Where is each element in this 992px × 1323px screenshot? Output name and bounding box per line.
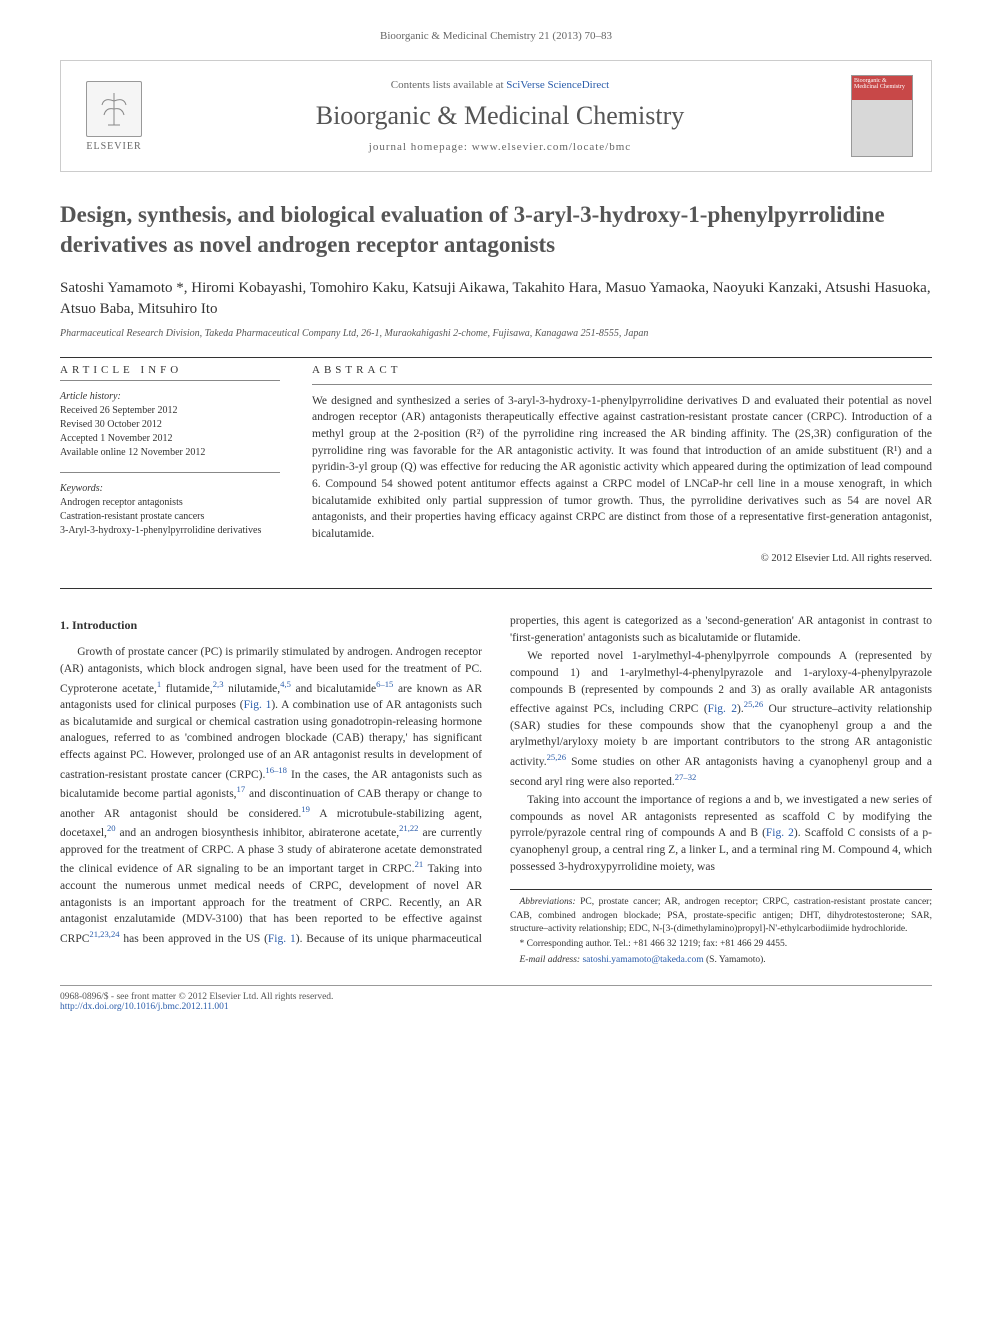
email-footnote: E-mail address: satoshi.yamamoto@takeda.… [510, 954, 932, 967]
homepage-prefix: journal homepage: [369, 141, 472, 153]
section-heading-intro: 1. Introduction [60, 617, 482, 634]
email-link[interactable]: satoshi.yamamoto@takeda.com [582, 955, 703, 965]
journal-homepage: journal homepage: www.elsevier.com/locat… [149, 141, 851, 153]
abstract-heading: ABSTRACT [312, 364, 932, 376]
t: and bicalutamide [291, 682, 376, 694]
fig-link[interactable]: Fig. 1 [268, 933, 296, 945]
ref-link[interactable]: 20 [107, 823, 116, 833]
ref-link[interactable]: 21,23,24 [89, 929, 119, 939]
journal-cover-thumbnail: Bioorganic & Medicinal Chemistry [851, 75, 913, 157]
t: has been approved in the US ( [120, 933, 268, 945]
abstract-copyright: © 2012 Elsevier Ltd. All rights reserved… [312, 553, 932, 564]
keyword-item: Castration-resistant prostate cancers [60, 510, 280, 524]
elsevier-tree-icon [86, 81, 142, 137]
t: nilutamide, [224, 682, 281, 694]
history-item: Available online 12 November 2012 [60, 446, 280, 460]
ref-link[interactable]: 21,22 [399, 823, 418, 833]
article-info-heading: ARTICLE INFO [60, 364, 280, 376]
divider-top [60, 357, 932, 358]
corr-label: * Corresponding author. [520, 939, 612, 949]
history-label: Article history: [60, 391, 280, 402]
ref-link[interactable]: 21 [415, 859, 424, 869]
info-abstract-row: ARTICLE INFO Article history: Received 2… [60, 364, 932, 564]
history-item: Revised 30 October 2012 [60, 418, 280, 432]
ref-link[interactable]: 17 [237, 784, 246, 794]
keywords-label: Keywords: [60, 483, 280, 494]
t: flutamide, [161, 682, 213, 694]
history-item: Accepted 1 November 2012 [60, 432, 280, 446]
abstract-column: ABSTRACT We designed and synthesized a s… [312, 364, 932, 564]
ref-link[interactable]: 19 [301, 804, 310, 814]
citation-line: Bioorganic & Medicinal Chemistry 21 (201… [60, 30, 932, 42]
header-center: Contents lists available at SciVerse Sci… [149, 79, 851, 153]
fig-link[interactable]: Fig. 2 [708, 703, 737, 715]
publisher-name: ELSEVIER [86, 141, 141, 152]
corr-tel: Tel.: +81 466 32 1219; fax: +81 466 29 4… [612, 939, 788, 949]
article-info-column: ARTICLE INFO Article history: Received 2… [60, 364, 280, 564]
abbreviations-footnote: Abbreviations: PC, prostate cancer; AR, … [510, 896, 932, 936]
journal-name: Bioorganic & Medicinal Chemistry [149, 101, 851, 131]
ref-link[interactable]: 4,5 [280, 679, 291, 689]
email-tail: (S. Yamamoto). [704, 955, 766, 965]
body-text: 1. Introduction Growth of prostate cance… [60, 613, 932, 967]
footnotes: Abbreviations: PC, prostate cancer; AR, … [510, 889, 932, 966]
fig-link[interactable]: Fig. 2 [766, 827, 794, 839]
history-item: Received 26 September 2012 [60, 404, 280, 418]
page-footer: 0968-0896/$ - see front matter © 2012 El… [60, 985, 932, 1012]
corresponding-author-footnote: * Corresponding author. Tel.: +81 466 32… [510, 938, 932, 951]
info-divider-1 [60, 380, 280, 381]
article-title: Design, synthesis, and biological evalua… [60, 200, 932, 260]
keyword-item: 3-Aryl-3-hydroxy-1-phenylpyrrolidine der… [60, 524, 280, 538]
authors-line: Satoshi Yamamoto *, Hiromi Kobayashi, To… [60, 278, 932, 320]
abbrev-label: Abbreviations: [520, 897, 576, 907]
ref-link[interactable]: 27–32 [675, 772, 697, 782]
divider-bottom [60, 588, 932, 589]
homepage-url[interactable]: www.elsevier.com/locate/bmc [472, 141, 631, 153]
abstract-divider [312, 384, 932, 385]
contents-prefix: Contents lists available at [391, 79, 506, 91]
keyword-item: Androgen receptor antagonists [60, 496, 280, 510]
publisher-logo: ELSEVIER [79, 76, 149, 156]
ref-link[interactable]: 2,3 [213, 679, 224, 689]
journal-header: ELSEVIER Contents lists available at Sci… [60, 60, 932, 172]
intro-p3: We reported novel 1-arylmethyl-4-phenylp… [510, 648, 932, 790]
fig-link[interactable]: Fig. 1 [244, 699, 272, 711]
doi-link[interactable]: http://dx.doi.org/10.1016/j.bmc.2012.11.… [60, 1002, 333, 1012]
t: Some studies on other AR antagonists hav… [510, 756, 932, 788]
ref-link[interactable]: 6–15 [376, 679, 393, 689]
info-divider-2 [60, 472, 280, 473]
email-label: E-mail address: [520, 955, 583, 965]
t: and an androgen biosynthesis inhibitor, … [116, 827, 400, 839]
footer-copyright: 0968-0896/$ - see front matter © 2012 El… [60, 992, 333, 1002]
contents-available-line: Contents lists available at SciVerse Sci… [149, 79, 851, 91]
ref-link[interactable]: 25,26 [744, 699, 763, 709]
abstract-text: We designed and synthesized a series of … [312, 393, 932, 543]
t: ). [737, 703, 744, 715]
ref-link[interactable]: 16–18 [265, 765, 287, 775]
intro-p4: Taking into account the importance of re… [510, 792, 932, 875]
ref-link[interactable]: 25,26 [547, 752, 566, 762]
footer-left: 0968-0896/$ - see front matter © 2012 El… [60, 992, 333, 1012]
sciencedirect-link[interactable]: SciVerse ScienceDirect [506, 79, 609, 91]
affiliation: Pharmaceutical Research Division, Takeda… [60, 328, 932, 339]
